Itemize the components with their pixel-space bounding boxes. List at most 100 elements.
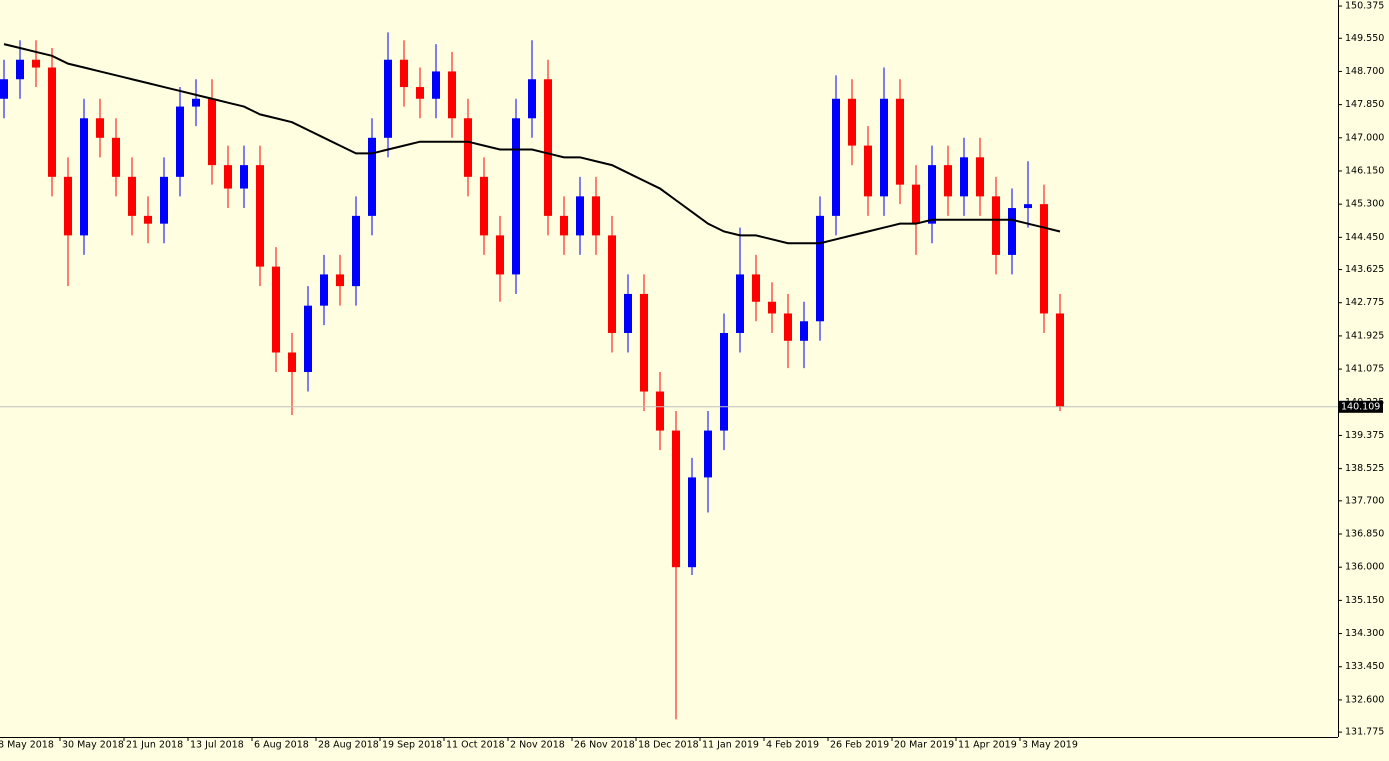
candle-body (416, 87, 424, 99)
candle-body (256, 165, 264, 267)
candle-body (592, 196, 600, 236)
candle-body (192, 98, 200, 107)
last-price-label: 140.109 (1341, 401, 1380, 412)
y-tick-label: 141.075 (1345, 364, 1384, 375)
candle-body (800, 321, 808, 341)
y-tick-label: 144.450 (1345, 232, 1384, 243)
x-tick-label: 21 Jun 2018 (126, 740, 183, 751)
y-tick-label: 149.550 (1345, 33, 1384, 44)
candle-body (832, 98, 840, 216)
candle-body (816, 215, 824, 322)
candle-body (640, 293, 648, 392)
candle-body (64, 176, 72, 236)
candle-body (400, 59, 408, 88)
candle-body (848, 98, 856, 146)
candle-body (464, 118, 472, 177)
y-tick-label: 145.300 (1345, 199, 1384, 210)
candle-body (1056, 313, 1064, 407)
y-tick-label: 133.450 (1345, 661, 1384, 672)
y-tick-label: 150.375 (1345, 1, 1384, 12)
candle-body (368, 137, 376, 216)
x-tick-label: 6 Aug 2018 (254, 740, 309, 751)
candle-body (720, 332, 728, 431)
y-tick-label: 136.850 (1345, 529, 1384, 540)
y-tick-label: 139.375 (1345, 430, 1384, 441)
candle-body (544, 79, 552, 216)
x-tick-label: 3 May 2019 (1022, 740, 1078, 751)
last-price-box (1339, 400, 1383, 413)
candle-body (864, 145, 872, 197)
y-tick-label: 138.525 (1345, 463, 1384, 474)
candle-body (160, 176, 168, 224)
candle-body (560, 215, 568, 236)
x-tick-label: 19 Sep 2018 (382, 740, 442, 751)
candle-body (928, 165, 936, 224)
x-tick-label: 11 Apr 2019 (958, 740, 1017, 751)
candle-body (768, 301, 776, 314)
candle-body (624, 293, 632, 333)
x-tick-label: 11 Jan 2019 (702, 740, 759, 751)
candle-body (576, 196, 584, 236)
candle-body (704, 430, 712, 478)
x-tick-label: 18 Dec 2018 (638, 740, 699, 751)
candle-body (736, 274, 744, 333)
candle-body (384, 59, 392, 138)
candle-body (448, 71, 456, 119)
y-tick-label: 148.700 (1345, 66, 1384, 77)
y-tick-label: 147.850 (1345, 99, 1384, 110)
candle-body (480, 176, 488, 236)
x-tick-label: 20 Mar 2019 (894, 740, 954, 751)
y-tick-label: 132.600 (1345, 694, 1384, 705)
candle-body (528, 79, 536, 119)
y-tick-label: 141.925 (1345, 330, 1384, 341)
candle-body (960, 157, 968, 197)
candle-body (784, 313, 792, 341)
x-tick-label: 26 Nov 2018 (574, 740, 635, 751)
candle-body (336, 274, 344, 287)
candle-body (288, 352, 296, 373)
y-tick-label: 142.775 (1345, 297, 1384, 308)
candle-body (96, 118, 104, 138)
y-tick-label: 131.775 (1345, 727, 1384, 738)
candle-body (880, 98, 888, 197)
candle-body (512, 118, 520, 275)
candle-body (896, 98, 904, 185)
candle-body (80, 118, 88, 236)
x-tick-label: 13 Jul 2018 (190, 740, 244, 751)
candle-body (608, 235, 616, 333)
candle-body (224, 165, 232, 189)
candle-body (16, 59, 24, 80)
candle-body (304, 305, 312, 373)
candle-body (672, 430, 680, 568)
candle-body (992, 196, 1000, 255)
candle-body (208, 98, 216, 166)
candle-body (32, 59, 40, 68)
candle-body (144, 215, 152, 224)
x-tick-label: 2 Nov 2018 (510, 740, 565, 751)
plot-area (0, 0, 1338, 737)
candle-body (976, 157, 984, 197)
y-tick-label: 146.150 (1345, 165, 1384, 176)
x-tick-label: 26 Feb 2019 (830, 740, 889, 751)
candle-body (1040, 204, 1048, 314)
y-tick-label: 143.625 (1345, 264, 1384, 275)
y-tick-label: 135.150 (1345, 595, 1384, 606)
candle-body (352, 215, 360, 287)
candle-body (1008, 208, 1016, 255)
x-tick-label: 8 May 2018 (0, 740, 54, 751)
moving-average (3, 43, 1061, 245)
candle-body (0, 79, 8, 99)
x-tick-label: 4 Feb 2019 (766, 740, 819, 751)
candle-body (1024, 204, 1032, 209)
candle-body (656, 391, 664, 431)
candle-body (128, 176, 136, 216)
candle-body (272, 266, 280, 353)
candle-body (176, 106, 184, 177)
candle-body (912, 184, 920, 224)
candle-body (688, 477, 696, 568)
candle-body (240, 165, 248, 189)
y-tick-label: 136.000 (1345, 562, 1384, 573)
y-tick-label: 147.000 (1345, 132, 1384, 143)
y-tick-label: 134.300 (1345, 628, 1384, 639)
